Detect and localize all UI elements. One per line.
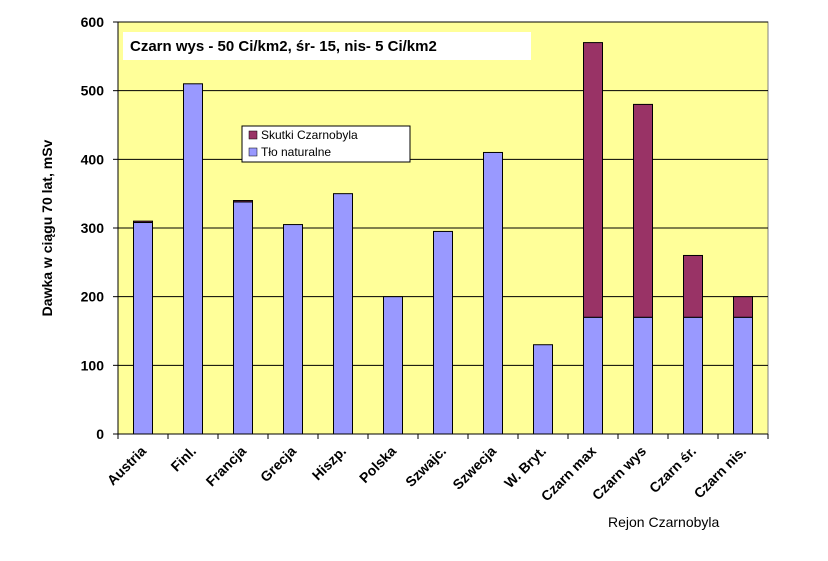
bar-skutki-11 <box>683 254 703 318</box>
bar-skutki-12 <box>733 296 753 318</box>
annotation-box <box>123 32 531 60</box>
y-tick-label-0: 0 <box>96 426 104 442</box>
grid-lines <box>118 21 768 366</box>
x-tick-label-0: Austria <box>104 443 150 489</box>
x-tick-label-10: Czarn wys <box>589 443 649 503</box>
chart-annotation: Czarn wys - 50 Ci/km2, śr- 15, nis- 5 Ci… <box>130 38 437 55</box>
x-tick-label-7: Szwecja <box>449 443 499 493</box>
bar-tlo-7 <box>483 151 503 435</box>
legend-box <box>241 125 411 163</box>
x-tick-label-5: Polska <box>356 443 399 486</box>
y-tick-label-5: 500 <box>81 83 105 99</box>
x-tick-label-11: Czarn śr. <box>646 443 699 496</box>
legend-label-tlo: Tło naturalne <box>261 145 331 159</box>
bar-tlo-0 <box>133 222 153 435</box>
x-tick-label-12: Czarn nis. <box>690 443 749 502</box>
y-ticks: 0 100 200 300 400 500 600 <box>81 14 118 442</box>
x-tick-label-3: Grecja <box>257 443 299 485</box>
bar-tlo-12 <box>733 316 753 435</box>
bar-skutki-0 <box>133 220 153 224</box>
x-tick-label-4: Hiszp. <box>309 443 349 483</box>
bars <box>133 42 753 435</box>
bar-tlo-1 <box>183 83 203 435</box>
bar-tlo-2 <box>233 201 253 435</box>
bar-tlo-6 <box>433 230 453 435</box>
bar-tlo-4 <box>333 193 353 435</box>
y-tick-label-4: 400 <box>81 151 105 167</box>
bar-tlo-8 <box>533 344 553 435</box>
x-tick-label-6: Szwajc. <box>402 443 449 490</box>
x-tick-label-1: Finl. <box>167 443 199 475</box>
legend-label-skutki: Skutki Czarnobyla <box>261 128 358 142</box>
group-note: Rejon Czarnobyla <box>608 514 719 530</box>
bar-tlo-3 <box>283 224 303 435</box>
legend: Skutki Czarnobyla Tło naturalne <box>241 125 411 163</box>
bar-skutki-2 <box>233 200 253 203</box>
y-tick-label-6: 600 <box>81 14 105 30</box>
legend-swatch-tlo <box>248 147 258 157</box>
x-ticks: Austria Finl. Francja Grecja Hiszp. Polska Szw… <box>104 434 769 505</box>
bar-tlo-10 <box>633 316 653 435</box>
bar-skutki-10 <box>633 103 653 318</box>
x-tick-label-9: Czarn max <box>538 443 600 505</box>
y-tick-label-3: 300 <box>81 220 105 236</box>
x-tick-label-8: W. Bryt. <box>501 443 549 491</box>
y-tick-label-2: 200 <box>81 289 105 305</box>
bar-skutki-9 <box>583 42 603 318</box>
y-tick-label-1: 100 <box>81 357 105 373</box>
x-tick-label-2: Francja <box>203 443 250 490</box>
bar-tlo-9 <box>583 316 603 435</box>
legend-swatch-skutki <box>248 130 258 140</box>
y-axis-title: Dawka w ciągu 70 lat, mSv <box>39 139 55 316</box>
bar-tlo-11 <box>683 316 703 435</box>
bar-tlo-5 <box>383 296 403 435</box>
